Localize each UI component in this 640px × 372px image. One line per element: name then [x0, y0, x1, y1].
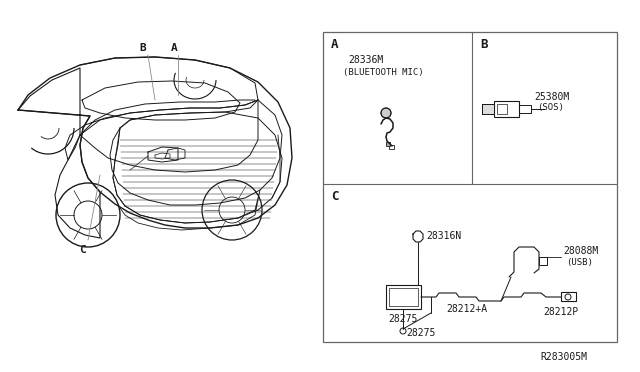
Text: C: C [79, 245, 86, 255]
Text: R283005M: R283005M [540, 352, 587, 362]
Bar [389, 145, 394, 149]
Text: 28212+A: 28212+A [446, 304, 487, 314]
Text: B: B [140, 43, 147, 53]
Text: (BLUETOOTH MIC): (BLUETOOTH MIC) [343, 67, 424, 77]
Bar [323, 32, 617, 342]
Text: (USB): (USB) [566, 259, 593, 267]
Text: A: A [331, 38, 339, 51]
Bar [539, 257, 547, 265]
Text: B: B [480, 38, 488, 51]
Text: 28336M: 28336M [348, 55, 383, 65]
Text: 28212P: 28212P [543, 307, 579, 317]
Bar [494, 101, 519, 117]
Bar [386, 285, 421, 309]
Bar [561, 292, 576, 301]
Text: 28088M: 28088M [563, 246, 598, 256]
Text: A: A [171, 43, 177, 53]
Bar [497, 104, 507, 114]
Text: 25380M: 25380M [534, 92, 569, 102]
Bar [482, 104, 494, 114]
Bar [386, 142, 390, 146]
Text: (SOS): (SOS) [537, 103, 564, 112]
Text: 28275: 28275 [406, 328, 435, 338]
Bar [389, 288, 418, 306]
Text: 28316N: 28316N [426, 231, 461, 241]
Bar [519, 105, 531, 113]
Circle shape [381, 108, 391, 118]
Text: C: C [331, 189, 339, 202]
Bar [482, 104, 494, 114]
Text: 28275: 28275 [388, 314, 417, 324]
